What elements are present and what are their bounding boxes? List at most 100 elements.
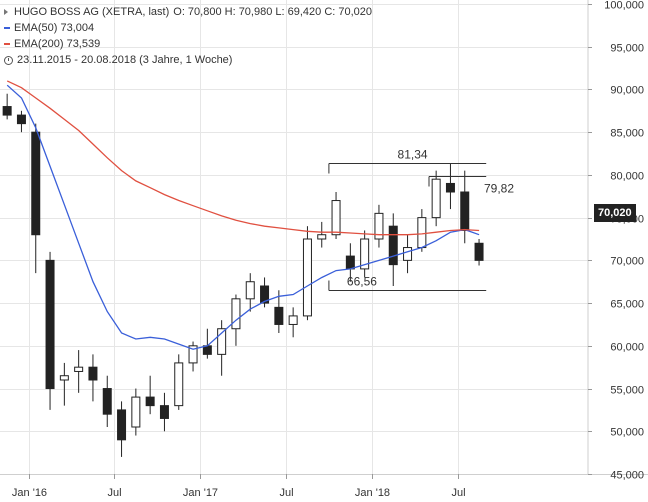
candle [317,221,327,248]
ema200-swatch [4,43,10,45]
legend: HUGO BOSS AG (XETRA, last) O: 70,800 H: … [4,4,372,68]
candle [174,354,184,410]
candle [131,388,141,436]
candle [74,350,84,393]
ohlc-values: O: 70,800 H: 70,980 L: 69,420 C: 70,020 [173,6,373,18]
expand-icon[interactable] [4,9,8,15]
candle [31,123,41,274]
legend-title-row: HUGO BOSS AG (XETRA, last) O: 70,800 H: … [4,4,372,20]
candle-body [31,131,41,236]
candle-body [274,306,284,325]
x-tick-label: Jan '18 [355,487,390,499]
candle [374,204,384,248]
last-price-badge: 70,020 [594,204,636,222]
y-tick-label: 70,000 [610,256,644,268]
ema-lines [6,80,480,350]
y-tick-label: 45,000 [610,470,644,482]
candle-body [88,366,98,381]
candle-body [474,242,484,261]
level-label: 79,82 [484,182,514,196]
candle [403,234,413,274]
x-axis: Jan '16 Jul Jan '17 Jul Jan '18 Jul [12,474,466,499]
candle-body [59,375,69,381]
candle [145,375,155,415]
candle-body [117,409,127,441]
candle-body [131,396,141,428]
y-tick-label: 50,000 [610,427,644,439]
candle-body [388,225,398,266]
candle-body [245,281,255,300]
candle-body [345,255,355,270]
level-label: 81,34 [398,148,428,162]
candle [360,230,370,278]
level-annotations: 81,34 79,82 66,56 [328,148,514,291]
candle [245,273,255,312]
candle-body [317,234,327,240]
ema50-line [6,84,480,350]
candle [260,277,270,308]
x-tick-label: Jul [451,487,465,499]
y-tick-label: 100,000 [604,0,644,12]
candle [45,251,55,410]
candle [117,401,127,457]
legend-ema200[interactable]: EMA(200) 73,539 [4,36,372,52]
candle-body [2,106,12,116]
candle [217,320,227,376]
ema200-line [6,80,480,236]
candle [16,110,26,133]
x-tick-label: Jan '16 [12,487,47,499]
candle [2,93,12,120]
candle-body [231,298,241,330]
level-label: 66,56 [347,275,377,289]
y-tick-label: 65,000 [610,299,644,311]
candles-group [2,93,484,457]
y-tick-label: 55,000 [610,385,644,397]
candle-body [288,315,298,325]
candle-body [360,238,370,270]
candle [188,341,198,372]
instrument-title: HUGO BOSS AG (XETRA, last) [14,6,170,18]
candle [431,170,441,227]
ema50-label: EMA(50) 73,004 [14,22,95,34]
candle [388,213,398,286]
x-tick-label: Jul [107,487,121,499]
candle [445,163,455,210]
grid [0,0,588,475]
candle [59,362,69,406]
period-label: 23.11.2015 - 20.08.2018 (3 Jahre, 1 Woch… [17,54,233,66]
x-tick-label: Jan '17 [183,487,218,499]
candle-body [417,217,427,249]
y-axis: 100,00095,00090,00085,00080,00075,00070,… [0,0,648,482]
clock-icon [4,55,13,65]
candle [417,209,427,252]
candle [288,307,298,338]
candle-body [331,200,341,236]
candle-body [174,362,184,407]
candle-body [74,366,84,372]
y-tick-label: 80,000 [610,171,644,183]
candle [274,290,284,333]
x-tick-label: Jul [279,487,293,499]
candle-body [188,345,198,364]
candle [474,239,484,266]
candle [102,375,112,427]
y-tick-label: 60,000 [610,342,644,354]
candle-body [431,178,441,219]
candle-body [260,285,270,304]
candle-body [145,396,155,407]
legend-ema50[interactable]: EMA(50) 73,004 [4,20,372,36]
y-tick-label: 90,000 [610,85,644,97]
candle [159,392,169,432]
candle-body [102,388,112,415]
candle-body [217,328,227,355]
candle-body [159,405,169,419]
y-tick-label: 85,000 [610,128,644,140]
candle [88,354,98,402]
ema200-label: EMA(200) 73,539 [14,38,101,50]
candle-body [445,182,455,193]
candle-body [460,191,470,231]
candle-body [302,238,312,317]
candle [460,170,470,244]
candle-body [374,212,384,240]
